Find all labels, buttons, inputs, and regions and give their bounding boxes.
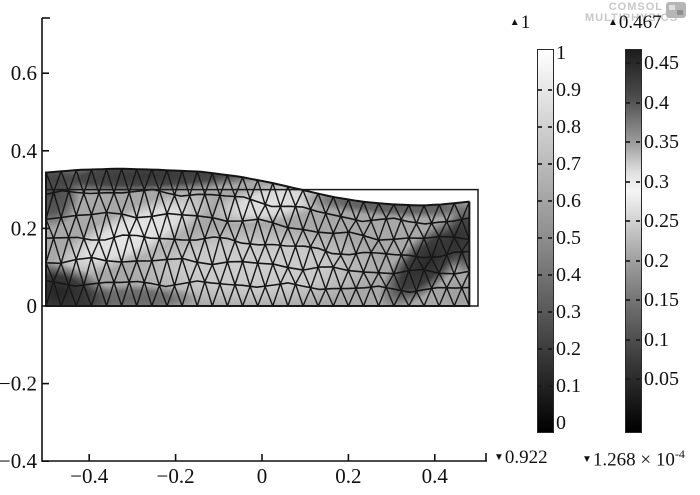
colorbar-tick-label: 1 (556, 42, 566, 64)
mesh-lines (46, 168, 470, 306)
colorbar-tick-mark (636, 141, 640, 143)
colorbar-tick-label: 0.6 (556, 190, 581, 212)
comsol-logo-icon (666, 2, 686, 18)
x-tick-label: 0.4 (422, 464, 449, 488)
colorbar-tick-mark (548, 348, 552, 350)
colorbar-tick-mark (636, 299, 640, 301)
colorbar-tick-mark (636, 259, 640, 262)
colorbar-tick-label: 0.15 (644, 289, 679, 311)
colorbar-tick-label: 0.3 (556, 301, 581, 323)
colorbar-tick-mark (548, 237, 552, 239)
colorbar-tick-mark (548, 126, 552, 128)
mesh-outline (45, 167, 471, 307)
colorbar-tick-mark (626, 180, 630, 183)
colorbar1-gradient (537, 49, 554, 433)
colorbar2-min-exponent: -4 (674, 447, 685, 461)
y-tick-label: −0.4 (0, 449, 37, 473)
colorbar-tick-label: 0.05 (644, 368, 679, 390)
colorbar-tick-mark (636, 101, 640, 104)
colorbar-tick-mark (538, 348, 542, 350)
colorbar-tick-mark (626, 141, 630, 143)
x-tick-label: 0 (257, 464, 268, 488)
colorbar-tick-mark (538, 200, 542, 202)
colorbar-tick-mark (548, 200, 552, 202)
colorbar-tick-label: 0.7 (556, 153, 581, 175)
colorbar1-min-marker: ▼0.922 (494, 447, 548, 469)
colorbar-tick-label: 0.8 (556, 116, 581, 138)
colorbar-tick-mark (636, 62, 640, 64)
colorbar-tick-label: 0.4 (644, 91, 669, 114)
colorbar-tick-label: 0.4 (556, 264, 581, 286)
colorbar-tick-mark (538, 126, 542, 128)
colorbar-tick-mark (626, 101, 630, 104)
colorbar-tick-mark (538, 237, 542, 239)
colorbar-tick-mark (538, 311, 542, 313)
colorbar2-min-marker: ▼1.268 × 10-4 (582, 447, 685, 471)
down-triangle-icon: ▼ (494, 452, 504, 463)
colorbar-tick-label: 0.5 (556, 227, 581, 249)
colorbar-tick-mark (636, 378, 640, 380)
colorbar-tick-mark (538, 163, 542, 165)
y-tick-label: −0.2 (0, 372, 37, 396)
colorbar-tick-mark (626, 299, 630, 301)
colorbar-tick-mark (548, 311, 552, 313)
y-tick-label: 0.2 (11, 216, 37, 240)
colorbar-tick-label: 0.1 (644, 328, 669, 351)
colorbar2-min-value: 1.268 × 10 (592, 449, 675, 471)
colorbar-tick-label: 0.2 (556, 338, 581, 360)
colorbar1-min-value: 0.922 (504, 447, 548, 468)
y-tick-label: 0 (27, 294, 38, 318)
colorbar-tick-mark (626, 378, 630, 380)
colorbar-tick-mark (626, 220, 630, 222)
colorbar2-max-marker: ▲0.467 (608, 12, 662, 34)
colorbar-tick-mark (538, 89, 542, 91)
undeformed-domain-outline (45, 188, 479, 307)
mesh-shading (46, 168, 470, 306)
colorbar-tick-mark (636, 338, 640, 341)
colorbar1-max-value: 1 (520, 12, 531, 33)
axes (41, 17, 487, 463)
colorbar-tick-mark (548, 163, 552, 165)
up-triangle-icon: ▲ (509, 17, 520, 28)
colorbar2-gradient (625, 49, 642, 433)
up-triangle-icon: ▲ (608, 17, 618, 28)
colorbar2-max-value: 0.467 (618, 12, 662, 33)
colorbar-tick-label: 0.35 (644, 131, 679, 153)
colorbar1-max-marker: ▲1 (500, 12, 540, 34)
colorbar-tick-label: 0 (556, 412, 566, 434)
colorbar-tick-label: 0.2 (644, 249, 669, 272)
x-tick-label: −0.2 (157, 464, 195, 488)
down-triangle-icon: ▼ (582, 454, 592, 466)
colorbar-tick-mark (538, 274, 542, 276)
colorbar-tick-mark (548, 89, 552, 91)
colorbar-tick-label: 0.25 (644, 210, 679, 232)
colorbar-tick-mark (636, 220, 640, 222)
colorbar-tick-label: 0.45 (644, 52, 679, 74)
colorbar-tick-mark (538, 385, 542, 387)
axis-tick-labels: −0.4 −0.2 0 0.2 0.4 0.6 0.4 0.2 0 −0.2 −0.4 (0, 61, 448, 488)
colorbar-tick-label: 0.1 (556, 375, 581, 397)
colorbar-tick-mark (548, 274, 552, 276)
x-tick-label: −0.4 (70, 464, 109, 488)
y-tick-label: 0.4 (11, 139, 38, 163)
colorbar-tick-mark (636, 180, 640, 183)
colorbar-tick-mark (626, 62, 630, 64)
colorbar-tick-mark (626, 259, 630, 262)
colorbar-tick-mark (626, 338, 630, 341)
comsol-watermark: COMSOL MULTIPHYSICS (585, 1, 679, 24)
comsol-watermark-line2: MULTIPHYSICS (585, 12, 679, 24)
colorbar-tick-label: 0.9 (556, 79, 581, 101)
comsol-watermark-line1: COMSOL (608, 1, 663, 13)
x-tick-label: 0.2 (335, 464, 361, 488)
colorbar-tick-mark (548, 385, 552, 387)
y-tick-label: 0.6 (11, 61, 37, 85)
colorbar-tick-label: 0.3 (644, 170, 669, 193)
